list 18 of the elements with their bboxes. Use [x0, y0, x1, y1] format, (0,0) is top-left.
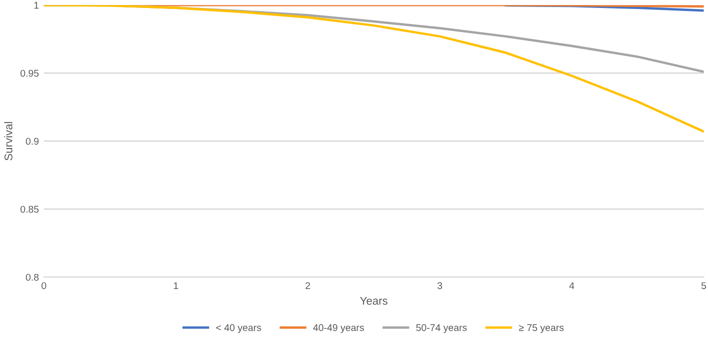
y-tick-label: 0.9 [26, 138, 39, 145]
legend-label: 40-49 years [313, 324, 364, 333]
y-tick-label: 1 [34, 2, 39, 9]
x-tick-label: 1 [174, 282, 178, 290]
x-tick-label: 3 [437, 282, 442, 290]
y-tick-label: 0.8 [26, 274, 39, 281]
legend-label: < 40 years [216, 324, 262, 333]
x-tick-label: 2 [306, 282, 310, 290]
x-tick-label: 0 [42, 282, 46, 290]
x-axis-title: Years [360, 296, 388, 305]
y-tick-label: 0.95 [20, 70, 39, 77]
legend-label: 50-74 years [416, 324, 467, 333]
line-series [44, 5, 704, 133]
legend-label: ≥ 75 years [518, 324, 564, 333]
x-tick-label: 5 [701, 282, 706, 290]
y-axis-title: Survival [4, 122, 12, 160]
x-tick-label: 4 [569, 282, 574, 290]
y-tick-label: 0.85 [20, 206, 39, 213]
